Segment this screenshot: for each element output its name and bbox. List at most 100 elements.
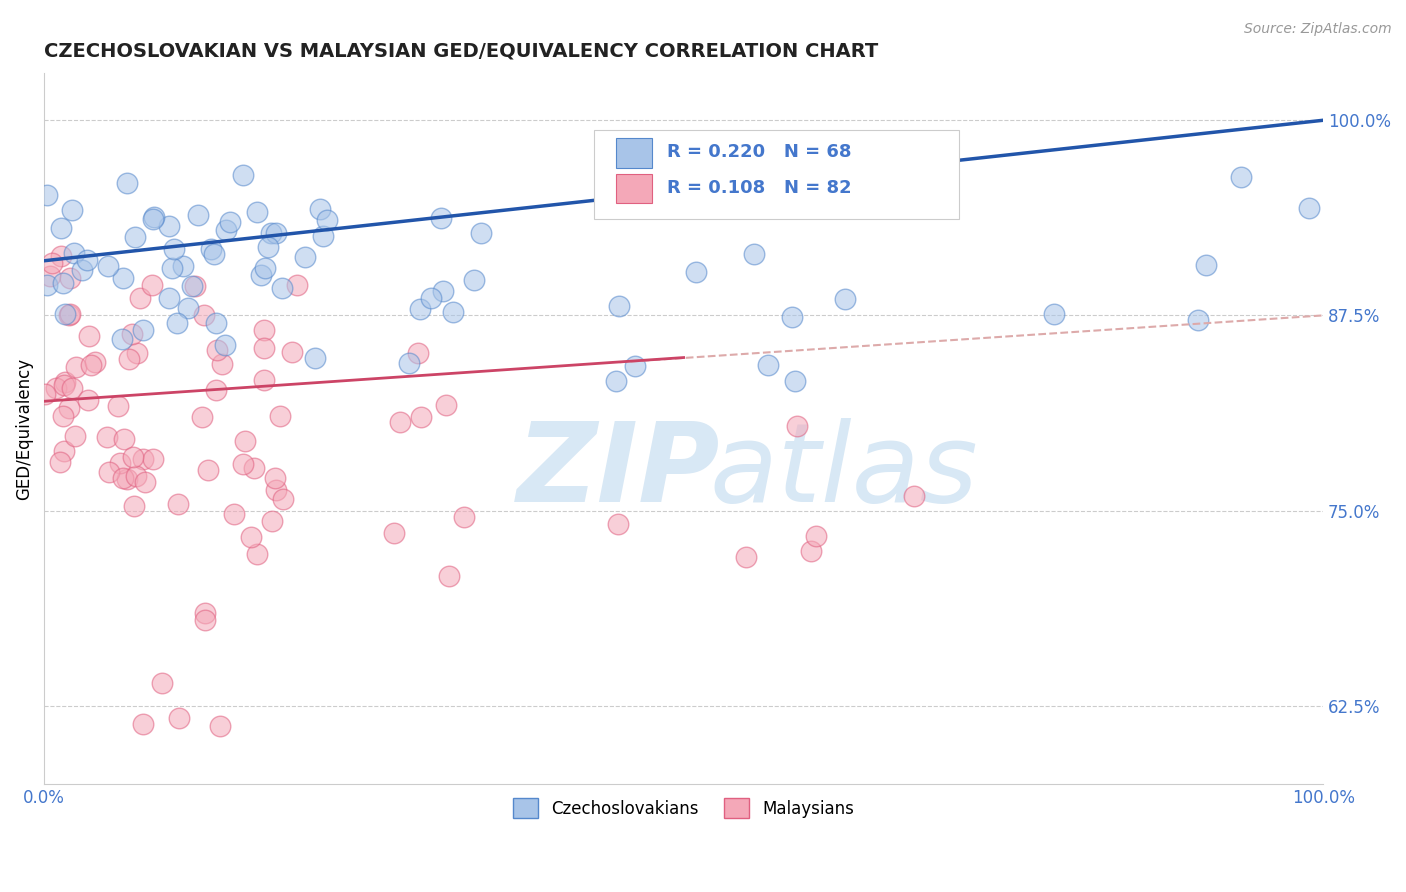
Point: [141, 277, 163, 292]
Point: [172, 259, 194, 273]
Point: [53, 307, 76, 321]
Point: [134, 475, 156, 490]
Point: [52, 276, 75, 290]
Point: [1187, 313, 1209, 327]
Point: [389, 415, 412, 429]
Point: [45, 381, 67, 395]
Point: [125, 468, 148, 483]
Point: [52, 378, 75, 392]
Point: [232, 168, 254, 182]
Point: [742, 247, 765, 261]
Point: [463, 273, 485, 287]
Point: [219, 214, 242, 228]
Point: [166, 316, 188, 330]
FancyBboxPatch shape: [595, 130, 959, 219]
Point: [780, 310, 803, 324]
Point: [77, 392, 100, 407]
Point: [194, 613, 217, 627]
Point: [202, 247, 225, 261]
Point: [434, 398, 457, 412]
Point: [437, 569, 460, 583]
Legend: Czechoslovakians, Malaysians: Czechoslovakians, Malaysians: [506, 791, 860, 825]
Point: [184, 278, 207, 293]
Point: [60, 203, 83, 218]
Point: [799, 544, 821, 558]
Point: [224, 508, 246, 522]
Point: [117, 351, 139, 366]
Point: [785, 374, 807, 388]
Point: [281, 345, 304, 359]
Point: [285, 277, 308, 292]
Point: [1230, 169, 1253, 184]
Point: [112, 432, 135, 446]
Point: [246, 204, 269, 219]
Text: R = 0.108   N = 82: R = 0.108 N = 82: [666, 178, 852, 197]
Point: [207, 343, 229, 358]
Point: [150, 676, 173, 690]
Point: [70, 262, 93, 277]
Point: [191, 409, 214, 424]
Text: CZECHOSLOVAKIAN VS MALAYSIAN GED/EQUIVALENCY CORRELATION CHART: CZECHOSLOVAKIAN VS MALAYSIAN GED/EQUIVAL…: [44, 42, 879, 61]
Point: [411, 410, 433, 425]
Point: [607, 516, 630, 531]
Point: [271, 491, 294, 506]
Point: [1043, 307, 1066, 321]
Point: [755, 162, 778, 177]
Point: [215, 223, 238, 237]
Point: [685, 265, 707, 279]
Point: [253, 260, 276, 275]
Point: [903, 489, 925, 503]
Point: [142, 210, 165, 224]
Point: [253, 341, 276, 355]
Point: [441, 304, 464, 318]
Text: R = 0.220   N = 68: R = 0.220 N = 68: [666, 144, 852, 161]
Point: [97, 260, 120, 274]
Point: [163, 242, 186, 256]
Point: [48, 455, 70, 469]
Point: [80, 358, 103, 372]
Point: [270, 281, 292, 295]
Point: [52, 409, 75, 423]
Point: [264, 483, 287, 498]
Point: [432, 284, 454, 298]
Point: [177, 301, 200, 315]
Point: [124, 230, 146, 244]
Point: [406, 346, 429, 360]
Point: [96, 430, 118, 444]
Point: [264, 470, 287, 484]
Point: [129, 291, 152, 305]
Point: [131, 717, 153, 731]
Point: [187, 208, 209, 222]
Point: [786, 419, 808, 434]
Point: [112, 271, 135, 285]
Point: [39, 269, 62, 284]
Point: [41, 256, 63, 270]
Point: [115, 176, 138, 190]
Point: [605, 374, 627, 388]
Text: Source: ZipAtlas.com: Source: ZipAtlas.com: [1244, 22, 1392, 37]
Point: [193, 308, 215, 322]
Point: [316, 212, 339, 227]
Point: [181, 278, 204, 293]
Point: [53, 444, 76, 458]
Point: [1195, 258, 1218, 272]
Point: [309, 202, 332, 216]
Point: [294, 250, 316, 264]
Point: [260, 226, 283, 240]
Point: [142, 212, 165, 227]
Text: ZIP: ZIP: [517, 417, 721, 524]
Point: [200, 242, 222, 256]
Point: [49, 220, 72, 235]
Point: [115, 472, 138, 486]
Point: [834, 292, 856, 306]
Point: [63, 428, 86, 442]
Text: atlas: atlas: [709, 417, 977, 524]
Y-axis label: GED/Equivalency: GED/Equivalency: [15, 358, 32, 500]
Point: [430, 211, 453, 225]
Point: [197, 463, 219, 477]
Point: [398, 356, 420, 370]
Bar: [616, 174, 651, 203]
Point: [232, 457, 254, 471]
Point: [204, 316, 226, 330]
Point: [312, 229, 335, 244]
